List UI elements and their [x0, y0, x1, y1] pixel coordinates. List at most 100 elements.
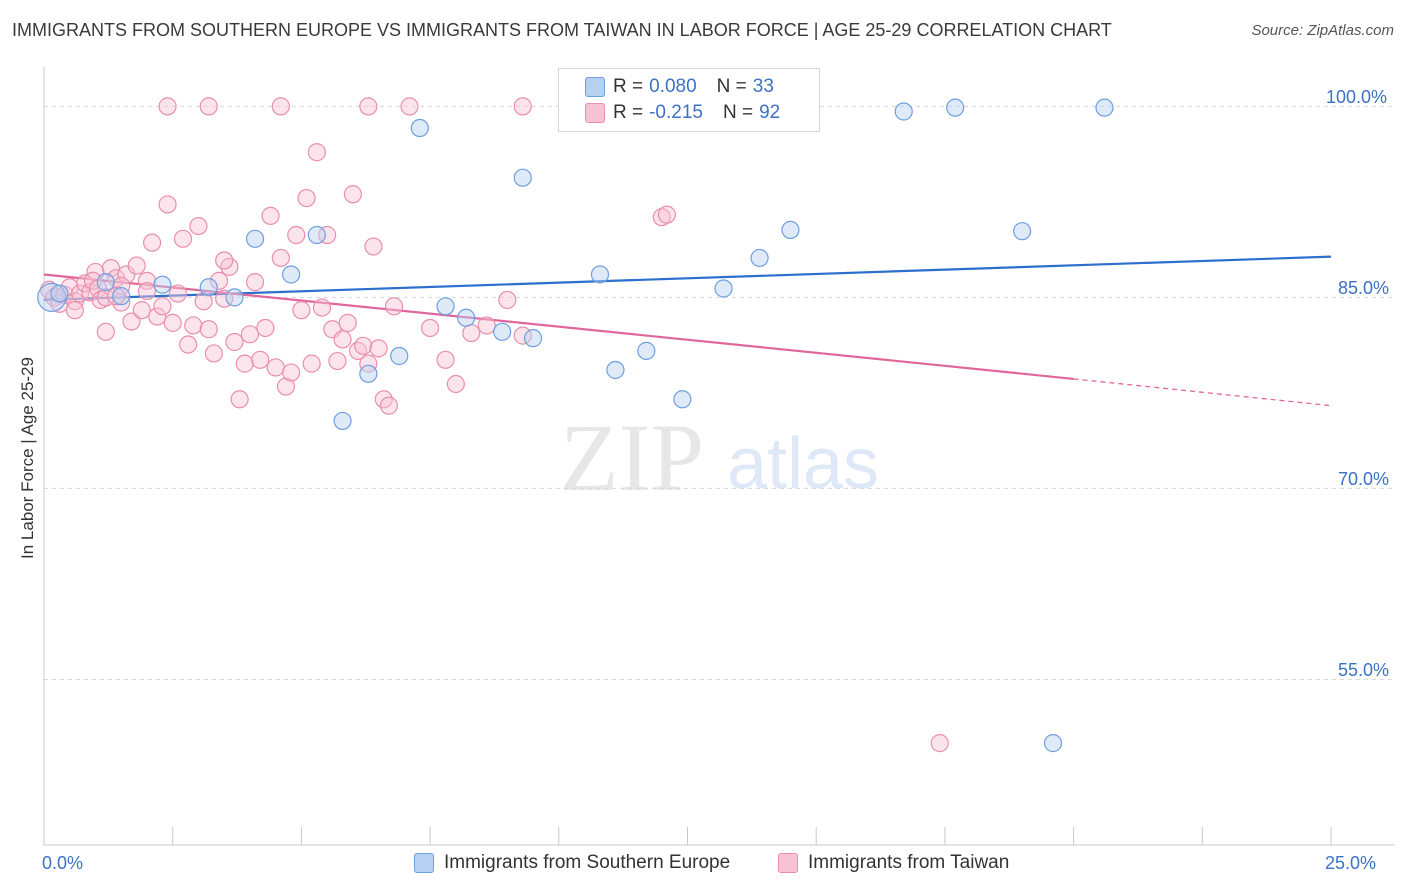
data-point-taiwan: [225, 332, 244, 352]
data-point-southern-europe: [493, 322, 512, 341]
data-point-taiwan: [446, 374, 465, 394]
x-tick-max: 25.0%: [1325, 853, 1377, 873]
data-point-taiwan: [235, 354, 254, 373]
data-point-taiwan: [287, 225, 306, 245]
watermark: ZIP atlas: [560, 404, 879, 511]
data-point-taiwan: [400, 97, 419, 116]
data-point-taiwan: [137, 281, 157, 301]
data-point-taiwan: [148, 307, 167, 326]
data-point-taiwan: [343, 185, 362, 204]
data-point-taiwan: [256, 318, 275, 338]
legend-swatch-pink: [585, 103, 605, 123]
trend-line-southern-europe: [43, 255, 1332, 302]
data-point-taiwan: [168, 284, 187, 303]
data-point-taiwan: [498, 290, 517, 310]
bottom-legend-taiwan: Immigrants from Taiwan: [778, 852, 1009, 874]
data-point-taiwan: [930, 734, 949, 753]
data-point-taiwan: [245, 273, 265, 292]
data-point-taiwan: [477, 316, 496, 335]
data-point-taiwan: [271, 97, 290, 116]
trend-line-taiwan-extension: [1073, 378, 1332, 407]
data-point-taiwan: [163, 313, 182, 332]
data-point-taiwan: [328, 351, 347, 371]
data-point-taiwan: [179, 335, 198, 354]
bottom-swatch-pink: [778, 853, 798, 873]
data-point-southern-europe: [245, 229, 265, 248]
data-point-southern-europe: [1013, 222, 1032, 241]
data-point-taiwan: [266, 358, 285, 377]
data-point-taiwan: [101, 259, 121, 278]
bottom-legend-label: Immigrants from Taiwan: [808, 852, 1010, 873]
legend-row-southern-europe: R = 0.080 N = 33: [585, 75, 774, 99]
source-credit: Source: ZipAtlas.com: [1251, 22, 1394, 39]
data-point-taiwan: [657, 205, 677, 224]
legend-r-label: R =: [613, 76, 644, 97]
legend-r-label: R =: [613, 102, 644, 123]
data-point-taiwan: [354, 336, 373, 355]
data-point-southern-europe: [96, 273, 115, 292]
data-point-taiwan: [292, 301, 311, 320]
data-point-taiwan: [127, 256, 146, 275]
correlation-legend: R = 0.080 N = 33 R = -0.215 N = 92: [558, 68, 820, 132]
data-point-taiwan: [359, 97, 378, 116]
legend-r-value: 0.080: [649, 76, 697, 97]
data-point-taiwan: [302, 354, 321, 373]
data-point-taiwan: [379, 396, 399, 415]
y-tick-85: 85.0%: [1338, 278, 1390, 298]
data-point-taiwan: [209, 271, 229, 290]
data-point-southern-europe: [946, 98, 965, 117]
data-point-southern-europe: [590, 265, 610, 284]
data-point-southern-europe: [436, 297, 455, 316]
data-point-taiwan: [153, 297, 172, 316]
data-point-southern-europe: [1095, 98, 1114, 117]
data-point-taiwan: [369, 339, 388, 358]
data-point-southern-europe: [714, 279, 733, 298]
data-point-southern-europe: [199, 278, 218, 297]
data-point-taiwan: [282, 363, 301, 382]
data-point-taiwan: [312, 298, 332, 317]
data-point-southern-europe: [153, 275, 172, 294]
watermark-atlas: atlas: [727, 424, 879, 504]
data-point-southern-europe: [637, 341, 656, 360]
data-point-taiwan: [421, 318, 440, 338]
legend-n-label: N =: [722, 102, 754, 123]
data-point-taiwan: [436, 350, 455, 369]
data-point-taiwan: [132, 301, 151, 320]
data-point-taiwan: [240, 325, 260, 344]
data-point-taiwan: [364, 237, 383, 256]
data-point-southern-europe: [894, 102, 913, 121]
data-point-taiwan: [462, 323, 481, 343]
axes: [43, 67, 1395, 846]
data-point-taiwan: [513, 97, 532, 116]
bottom-swatch-blue: [414, 853, 434, 873]
data-point-southern-europe: [523, 329, 543, 348]
data-point-taiwan: [194, 292, 213, 311]
data-point-taiwan: [158, 97, 177, 116]
data-point-taiwan: [652, 208, 671, 227]
legend-n-value: 33: [752, 76, 774, 97]
data-point-taiwan: [143, 233, 162, 252]
y-tick-100: 100.0%: [1326, 87, 1388, 107]
data-point-southern-europe: [457, 308, 476, 327]
data-point-southern-europe: [410, 118, 429, 138]
data-point-taiwan: [318, 225, 337, 245]
legend-swatch-blue: [585, 77, 605, 97]
data-point-taiwan: [158, 195, 177, 214]
data-point-southern-europe: [390, 346, 409, 366]
legend-r-value: -0.215: [649, 102, 703, 123]
legend-n-label: N =: [716, 76, 747, 97]
data-point-taiwan: [106, 287, 126, 306]
data-point-southern-europe: [1043, 734, 1063, 753]
data-point-taiwan: [230, 390, 249, 409]
y-tick-55: 55.0%: [1338, 660, 1390, 680]
data-point-taiwan: [307, 143, 326, 162]
bottom-legend-southern-europe: Immigrants from Southern Europe: [414, 852, 730, 874]
y-axis-label: In Labor Force | Age 25-29: [18, 357, 37, 559]
trend-lines: [43, 255, 1332, 407]
data-point-taiwan: [204, 344, 223, 363]
data-point-taiwan: [359, 354, 378, 373]
data-point-taiwan: [297, 188, 316, 208]
watermark-zip: ZIP: [560, 404, 704, 511]
data-point-taiwan: [276, 377, 296, 396]
legend-row-taiwan: R = -0.215 N = 92: [585, 101, 780, 125]
